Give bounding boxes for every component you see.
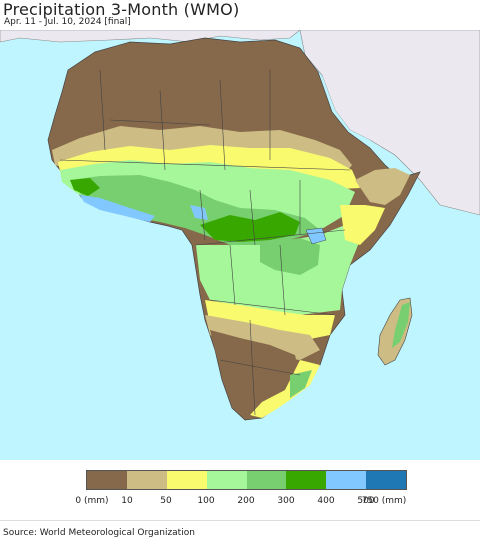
red-sea [322, 75, 380, 158]
color-scale-bar [86, 470, 407, 490]
country-borders [59, 69, 351, 416]
legend-swatch-7 [366, 471, 406, 489]
europe-land [0, 30, 301, 43]
dark-green-congo [200, 212, 300, 242]
legend-label-4: 200 [237, 496, 255, 506]
legend-swatch-2 [166, 471, 207, 489]
map-title: Precipitation 3-Month (WMO) [3, 0, 240, 19]
blue-gulf-patch [190, 205, 208, 220]
legend-label-2: 50 [160, 496, 172, 506]
legend-swatch-3 [206, 471, 247, 489]
legend-label-5: 300 [277, 496, 295, 506]
dark-green-west [70, 178, 100, 196]
legend-label-6: 400 [317, 496, 335, 506]
great-lakes-green [260, 238, 320, 275]
africa-map-svg [0, 30, 480, 421]
kalahari-brown [210, 330, 300, 415]
legend-label-1: 10 [121, 496, 133, 506]
southern-tan [205, 315, 320, 360]
southern-yellow [205, 300, 335, 340]
legend-label-0: 0 (mm) [75, 496, 109, 506]
legend-label-8: 750 (mm) [361, 496, 407, 506]
footer-divider [0, 520, 480, 521]
legend-swatch-6 [326, 471, 367, 489]
southern-green [290, 370, 312, 398]
legend-label-7: 500 [357, 496, 375, 506]
legend-swatch-5 [286, 471, 327, 489]
legend-swatch-0 [87, 471, 127, 489]
middle-east-land [299, 30, 480, 216]
source-credit: Source: World Meteorological Organizatio… [3, 528, 195, 538]
horn-yellow [340, 205, 385, 245]
date-range-subtitle: Apr. 11 - Jul. 10, 2024 [final] [4, 17, 131, 27]
horn-tan [355, 168, 410, 205]
precipitation-map [0, 30, 480, 460]
madagascar-green [392, 302, 410, 348]
blue-coast-patch [80, 195, 155, 222]
legend-swatch-4 [246, 471, 287, 489]
legend-swatch-1 [126, 471, 167, 489]
legend-label-3: 100 [197, 496, 215, 506]
lake-victoria [305, 227, 327, 245]
